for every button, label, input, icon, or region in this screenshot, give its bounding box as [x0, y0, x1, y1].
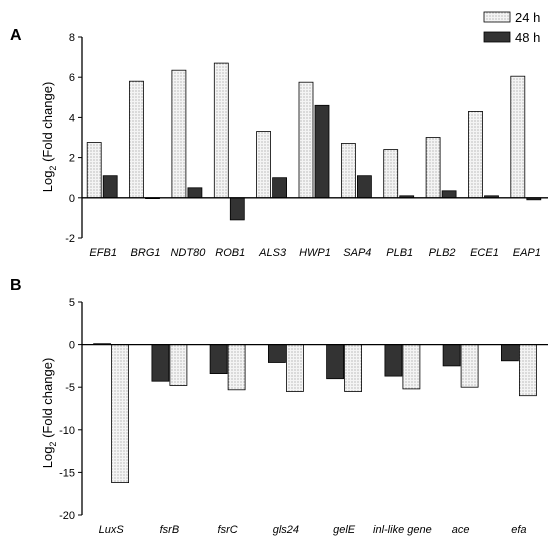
y-tick-label: -10	[59, 425, 75, 437]
legend: 24 h 48 h	[483, 10, 540, 45]
bar-rob1-24h	[213, 62, 229, 199]
bar-fsrc-48h	[209, 344, 228, 375]
y-tick-label: -5	[65, 382, 75, 394]
bar-brg1-24h	[129, 80, 144, 199]
x-tick-label: ace	[452, 524, 470, 536]
x-tick-label: efa	[511, 524, 526, 536]
bar-als3-24h	[256, 131, 272, 199]
svg-text:Log2 (Fold change): Log2 (Fold change)	[40, 82, 58, 193]
x-tick-label: inl-like gene	[373, 524, 432, 536]
y-axis-label: Log2 (Fold change)	[40, 82, 58, 193]
svg-text:Log2 (Fold change): Log2 (Fold change)	[40, 358, 58, 469]
y-tick-label: -2	[65, 233, 75, 245]
panel-label-b: B	[10, 277, 22, 294]
legend-swatch-24h	[483, 11, 511, 23]
legend-label-48h: 48 h	[515, 30, 540, 45]
bar-sap4-48h	[356, 175, 372, 199]
bar-fsrb-24h	[169, 344, 188, 386]
x-tick-label: EAP1	[513, 247, 541, 259]
bar-efa-24h	[519, 344, 537, 397]
y-tick-label: 8	[69, 32, 75, 44]
x-tick-label: fsrC	[218, 524, 238, 536]
x-tick-label: gelE	[333, 524, 356, 536]
x-tick-label: EFB1	[89, 247, 117, 259]
y-tick-label: 2	[69, 153, 75, 165]
bar-efb1-48h	[102, 175, 118, 199]
legend-label-24h: 24 h	[515, 10, 540, 25]
x-tick-label: BRG1	[131, 247, 161, 259]
x-tick-label: ALS3	[258, 247, 287, 259]
y-tick-label: -15	[59, 467, 75, 479]
x-tick-label: ECE1	[470, 247, 499, 259]
bar-gls24-48h	[267, 344, 286, 363]
x-tick-label: SAP4	[343, 247, 371, 259]
bar-gele-24h	[344, 344, 363, 392]
y-tick-label: -20	[59, 510, 75, 522]
x-tick-label: PLB1	[386, 247, 413, 259]
bar-gele-48h	[326, 344, 345, 380]
x-tick-label: fsrB	[160, 524, 180, 536]
panel-label-a: A	[10, 27, 22, 44]
bar-hwp1-24h	[298, 81, 314, 199]
legend-swatch-48h	[483, 31, 511, 43]
x-tick-label: HWP1	[299, 247, 331, 259]
bar-inl-like-gene-48h	[384, 344, 403, 377]
chart-panel-a: Log2 (Fold change) -2 0 2 4 6 8 EFB1 BRG1 NDT80 R…	[40, 32, 548, 259]
x-tick-label: ROB1	[215, 247, 245, 259]
y-tick-label: 4	[69, 112, 75, 124]
bar-eap1-24h	[510, 75, 526, 199]
bar-inl-like-gene-24h	[402, 344, 421, 390]
bar-hwp1-48h	[314, 104, 330, 199]
x-tick-label: LuxS	[99, 524, 125, 536]
y-tick-label: 5	[69, 297, 75, 309]
y-tick-label: 6	[69, 72, 75, 84]
bar-fsrb-48h	[151, 344, 170, 382]
bar-plb2-24h	[425, 137, 441, 199]
bar-als3-48h	[272, 177, 288, 199]
y-tick-label: 0	[69, 193, 75, 205]
x-tick-label: NDT80	[170, 247, 206, 259]
y-tick-label: 0	[69, 340, 75, 352]
bar-ndt80-24h	[171, 69, 187, 199]
chart-panel-b: Log2 (Fold change) -20 -15 -10 -5 0 5 LuxS fsrB…	[40, 297, 548, 536]
bar-ace-24h	[460, 344, 479, 388]
bar-ace-48h	[442, 344, 461, 367]
bar-efa-48h	[500, 344, 519, 362]
bar-fsrc-24h	[227, 344, 246, 391]
bar-efb1-24h	[86, 142, 102, 199]
bar-luxs-24h	[111, 344, 129, 484]
bar-ece1-24h	[468, 111, 483, 199]
y-axis-label: Log2 (Fold change)	[40, 358, 58, 469]
bar-ndt80-48h	[187, 187, 203, 199]
x-tick-label: PLB2	[429, 247, 456, 259]
bar-gls24-24h	[285, 344, 304, 392]
bar-rob1-48h	[229, 197, 245, 221]
bar-plb2-48h	[441, 190, 457, 199]
bar-plb1-24h	[383, 149, 399, 199]
x-tick-label: gls24	[273, 524, 299, 536]
bar-sap4-24h	[340, 143, 356, 199]
